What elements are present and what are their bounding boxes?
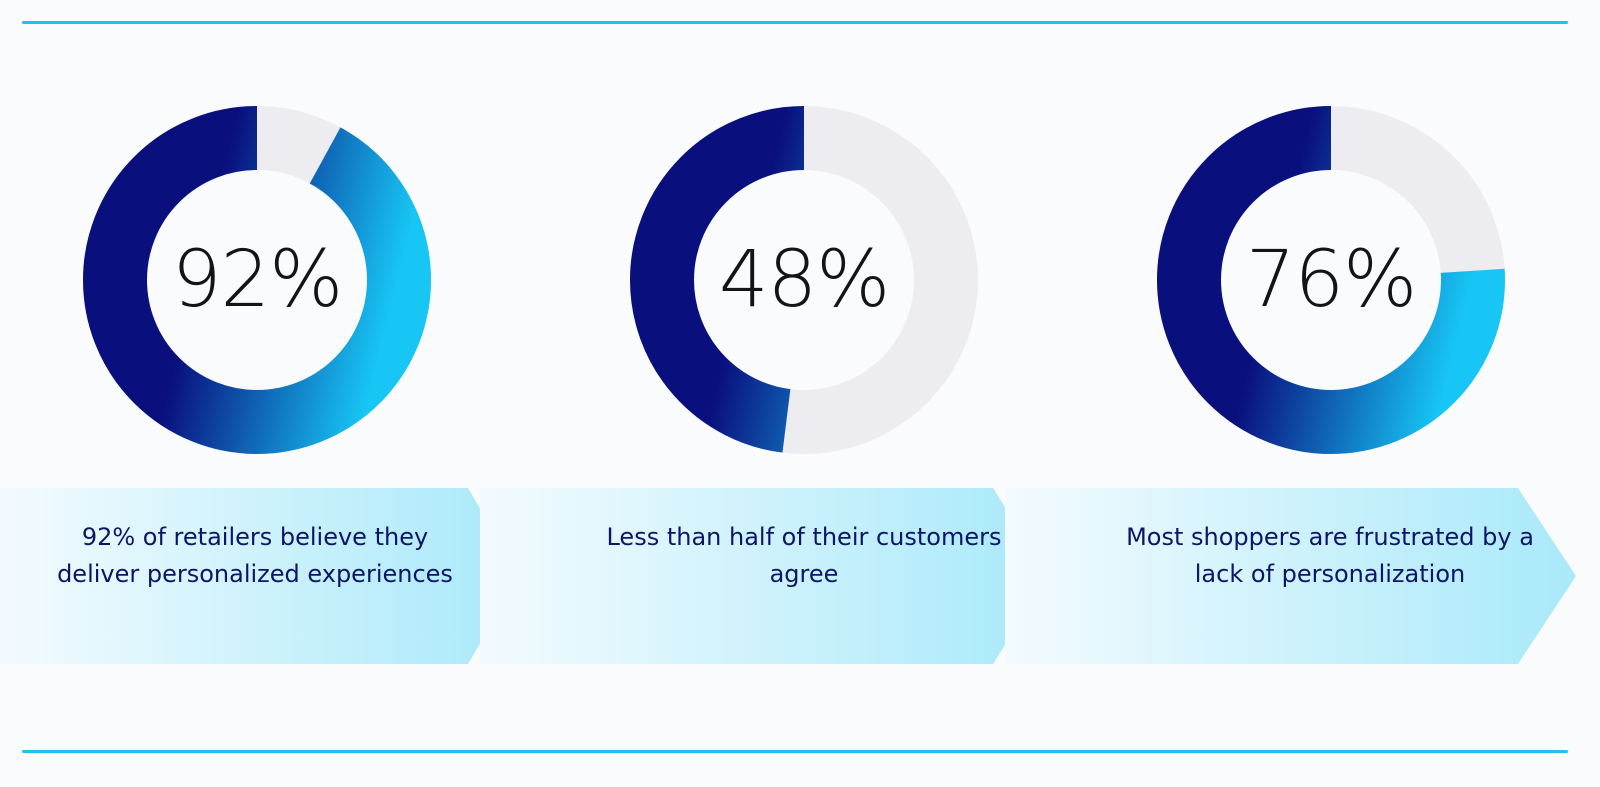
donut-ring-3 [1157,106,1505,454]
donut-1-value: 92% [171,235,343,325]
top-divider [22,21,1568,24]
donut-3-value-arc [1157,106,1505,454]
donut-2-value-arc [630,106,978,454]
donut-3-value: 76% [1245,235,1417,325]
donut-chart-2: 48% [624,100,984,460]
donut-ring-1 [83,106,431,454]
donut-1-value-arc [83,106,431,454]
caption-3: Most shoppers are frustrated by a lack o… [1126,523,1534,588]
donut-chart-3: 76% [1151,100,1511,460]
bottom-divider [22,750,1568,753]
donut-ring-2 [630,106,978,454]
donut-2-value: 48% [718,235,890,325]
caption-1: 92% of retailers believe they deliver pe… [57,523,453,588]
caption-2: Less than half of their customers agree [606,523,1002,588]
donut-chart-1: 92% [77,100,437,460]
